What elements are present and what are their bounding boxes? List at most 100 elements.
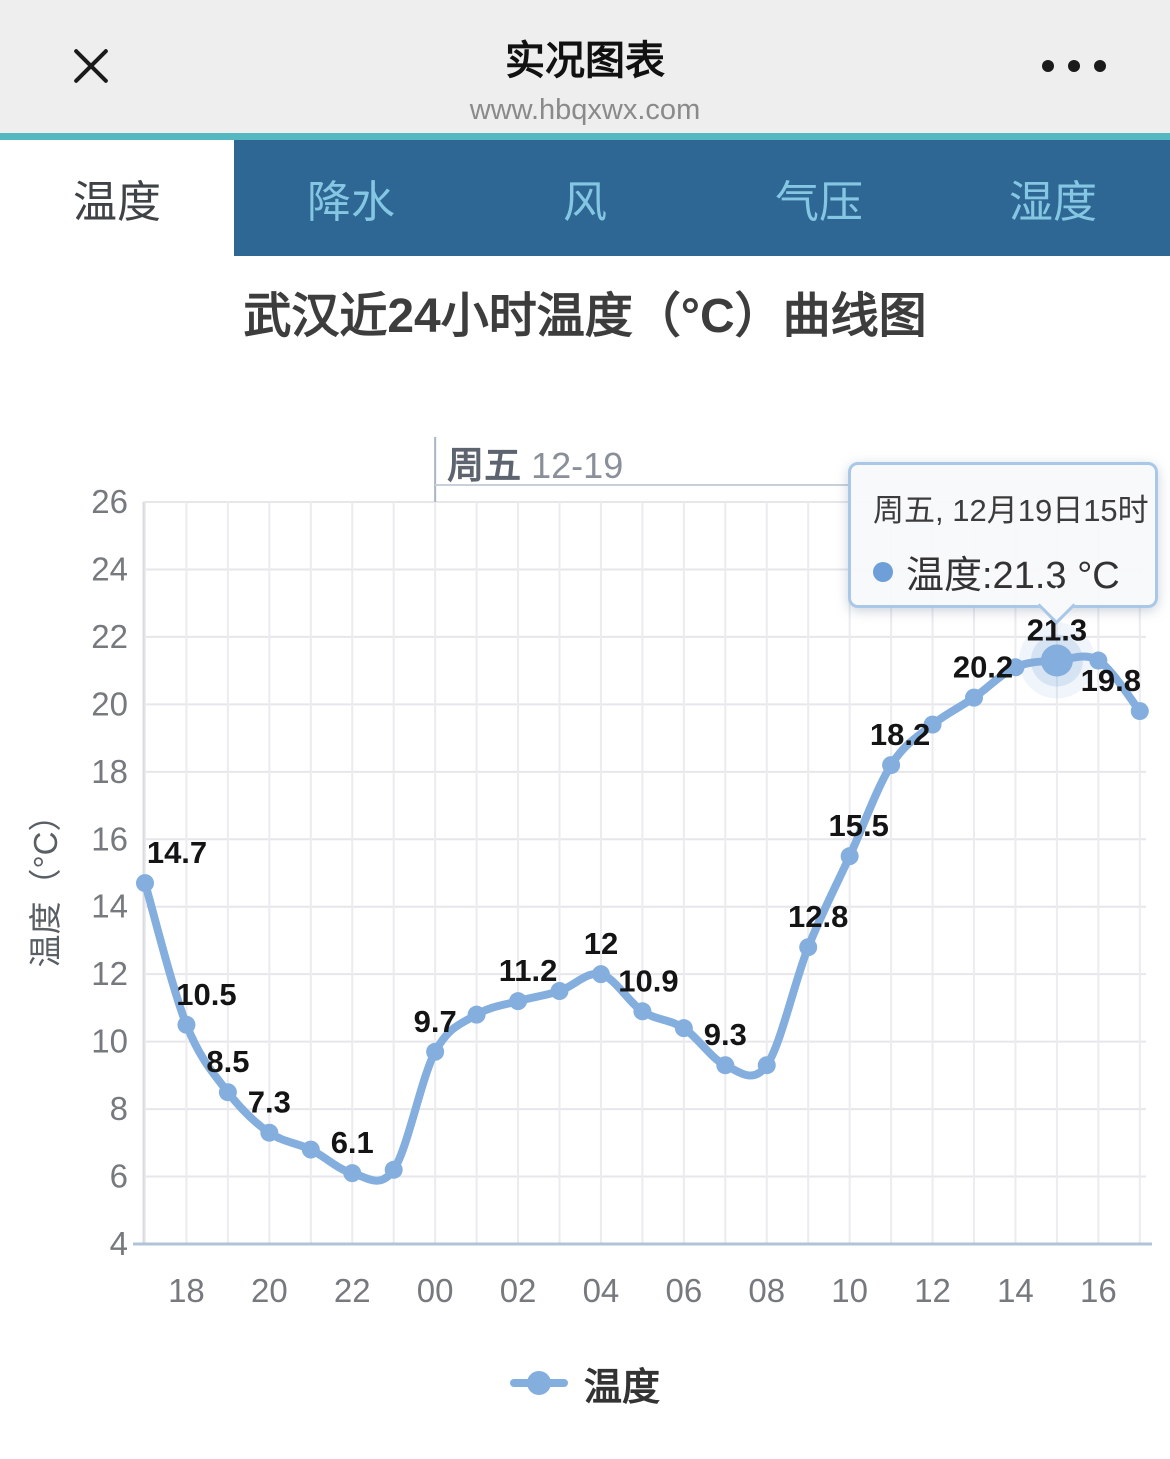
tab-wind[interactable]: 风 xyxy=(468,140,702,256)
data-point[interactable] xyxy=(757,1056,776,1075)
axis-tick-labels: 4 6 8 10 12 14 16 18 20 22 24 26 18 20 22 00 02 04 06 08 10 1… xyxy=(91,483,1116,1309)
data-point[interactable] xyxy=(260,1123,279,1142)
svg-text:22: 22 xyxy=(91,618,128,655)
chart-title: 武汉近24小时温度（°C）曲线图 xyxy=(243,290,927,343)
temperature-line-chart-canvas[interactable]: 4 6 8 10 12 14 16 18 20 22 24 26 18 20 22 00 02 04 06 08 10 1… xyxy=(0,420,1170,1320)
data-point[interactable] xyxy=(343,1164,362,1183)
page-url: www.hbqxwx.com xyxy=(469,94,701,126)
data-point[interactable] xyxy=(218,1083,237,1102)
svg-text:16: 16 xyxy=(91,820,128,857)
svg-text:02: 02 xyxy=(500,1272,537,1309)
y-axis-title: 温度（°C） xyxy=(27,798,64,967)
more-icon xyxy=(1094,60,1106,72)
data-point[interactable] xyxy=(716,1056,735,1075)
data-point[interactable] xyxy=(301,1140,320,1159)
data-point[interactable] xyxy=(799,938,818,957)
svg-text:周五: 周五 xyxy=(447,445,521,486)
day-marker: 周五 12-19 xyxy=(434,437,848,502)
header-divider xyxy=(0,133,1170,140)
tooltip-row: 温度:21.3 °C xyxy=(873,544,1155,599)
data-point[interactable] xyxy=(1130,702,1149,721)
svg-text:8.5: 8.5 xyxy=(206,1044,249,1079)
svg-text:18: 18 xyxy=(168,1272,205,1309)
svg-text:14.7: 14.7 xyxy=(147,835,207,870)
svg-text:15.5: 15.5 xyxy=(828,808,888,843)
svg-text:12-19: 12-19 xyxy=(531,445,623,486)
temperature-chart[interactable]: 4 6 8 10 12 14 16 18 20 22 24 26 18 20 22 00 02 04 06 08 10 1… xyxy=(0,420,1170,1320)
svg-text:19.8: 19.8 xyxy=(1081,663,1141,698)
svg-text:6.1: 6.1 xyxy=(331,1125,374,1160)
svg-text:11.2: 11.2 xyxy=(499,953,558,988)
svg-text:26: 26 xyxy=(91,483,128,520)
tooltip-value: 温度:21.3 °C xyxy=(906,555,1120,597)
data-point[interactable] xyxy=(384,1160,403,1179)
header: 实况图表 www.hbqxwx.com xyxy=(0,0,1170,133)
tab-temperature[interactable]: 温度 xyxy=(0,140,234,256)
svg-text:20: 20 xyxy=(91,685,128,722)
legend-label: 温度 xyxy=(583,1366,660,1409)
svg-text:08: 08 xyxy=(748,1272,785,1309)
data-point[interactable] xyxy=(1089,651,1108,670)
data-point[interactable] xyxy=(509,992,528,1011)
data-point[interactable] xyxy=(674,1019,693,1038)
svg-text:18.2: 18.2 xyxy=(870,717,930,752)
svg-text:7.3: 7.3 xyxy=(248,1085,291,1120)
header-center: 实况图表 www.hbqxwx.com xyxy=(0,0,1170,127)
data-point[interactable] xyxy=(591,965,610,984)
svg-text:4: 4 xyxy=(110,1225,128,1262)
svg-text:10: 10 xyxy=(91,1023,128,1060)
svg-text:12: 12 xyxy=(914,1272,951,1309)
data-point[interactable] xyxy=(965,688,983,707)
svg-text:10.9: 10.9 xyxy=(618,963,678,998)
svg-text:20: 20 xyxy=(251,1272,288,1309)
svg-text:12: 12 xyxy=(91,955,128,992)
data-points[interactable] xyxy=(136,644,1149,1183)
data-point[interactable] xyxy=(882,756,901,775)
svg-text:温度（°C）: 温度（°C） xyxy=(27,798,64,967)
tab-precipitation[interactable]: 降水 xyxy=(234,140,468,256)
svg-text:6: 6 xyxy=(110,1158,128,1195)
svg-text:00: 00 xyxy=(417,1272,454,1309)
tab-pressure[interactable]: 气压 xyxy=(702,140,936,256)
svg-text:12.8: 12.8 xyxy=(788,899,848,934)
tab-humidity[interactable]: 湿度 xyxy=(936,140,1170,256)
svg-text:16: 16 xyxy=(1080,1272,1117,1309)
data-point[interactable] xyxy=(426,1042,445,1061)
grid-lines xyxy=(142,501,1146,1245)
tooltip: 周五, 12月19日15时 温度:21.3 °C xyxy=(848,462,1158,625)
more-button[interactable] xyxy=(1038,50,1118,84)
svg-text:18: 18 xyxy=(91,753,128,790)
data-point[interactable] xyxy=(177,1015,196,1034)
data-point[interactable] xyxy=(1040,644,1073,677)
svg-text:10.5: 10.5 xyxy=(176,977,236,1012)
more-icon xyxy=(1042,60,1054,72)
tab-bar: 温度 降水 风 气压 湿度 xyxy=(0,140,1170,256)
data-point[interactable] xyxy=(1006,658,1025,677)
tooltip-time: 周五, 12月19日15时 xyxy=(873,493,1149,528)
svg-text:04: 04 xyxy=(583,1272,620,1309)
data-point[interactable] xyxy=(923,715,942,734)
svg-text:14: 14 xyxy=(91,888,128,925)
more-icon xyxy=(1068,60,1080,72)
legend-line-icon xyxy=(509,1371,568,1395)
data-point[interactable] xyxy=(467,1005,486,1024)
page-title: 实况图表 xyxy=(505,39,665,83)
svg-text:12: 12 xyxy=(584,926,618,961)
svg-text:24: 24 xyxy=(91,550,128,587)
svg-text:06: 06 xyxy=(665,1272,702,1309)
svg-text:14: 14 xyxy=(997,1272,1034,1309)
data-point[interactable] xyxy=(136,874,154,893)
data-point[interactable] xyxy=(840,847,859,866)
svg-text:8: 8 xyxy=(110,1090,128,1127)
svg-text:9.3: 9.3 xyxy=(704,1017,747,1052)
series-dot-icon xyxy=(873,561,893,582)
svg-text:9.7: 9.7 xyxy=(414,1004,457,1039)
svg-text:22: 22 xyxy=(334,1272,371,1309)
data-point[interactable] xyxy=(550,982,569,1001)
svg-text:20.2: 20.2 xyxy=(953,650,1013,685)
legend-item-temperature[interactable]: 温度 xyxy=(0,1360,1170,1409)
data-point[interactable] xyxy=(633,1002,652,1021)
svg-text:10: 10 xyxy=(831,1272,868,1309)
